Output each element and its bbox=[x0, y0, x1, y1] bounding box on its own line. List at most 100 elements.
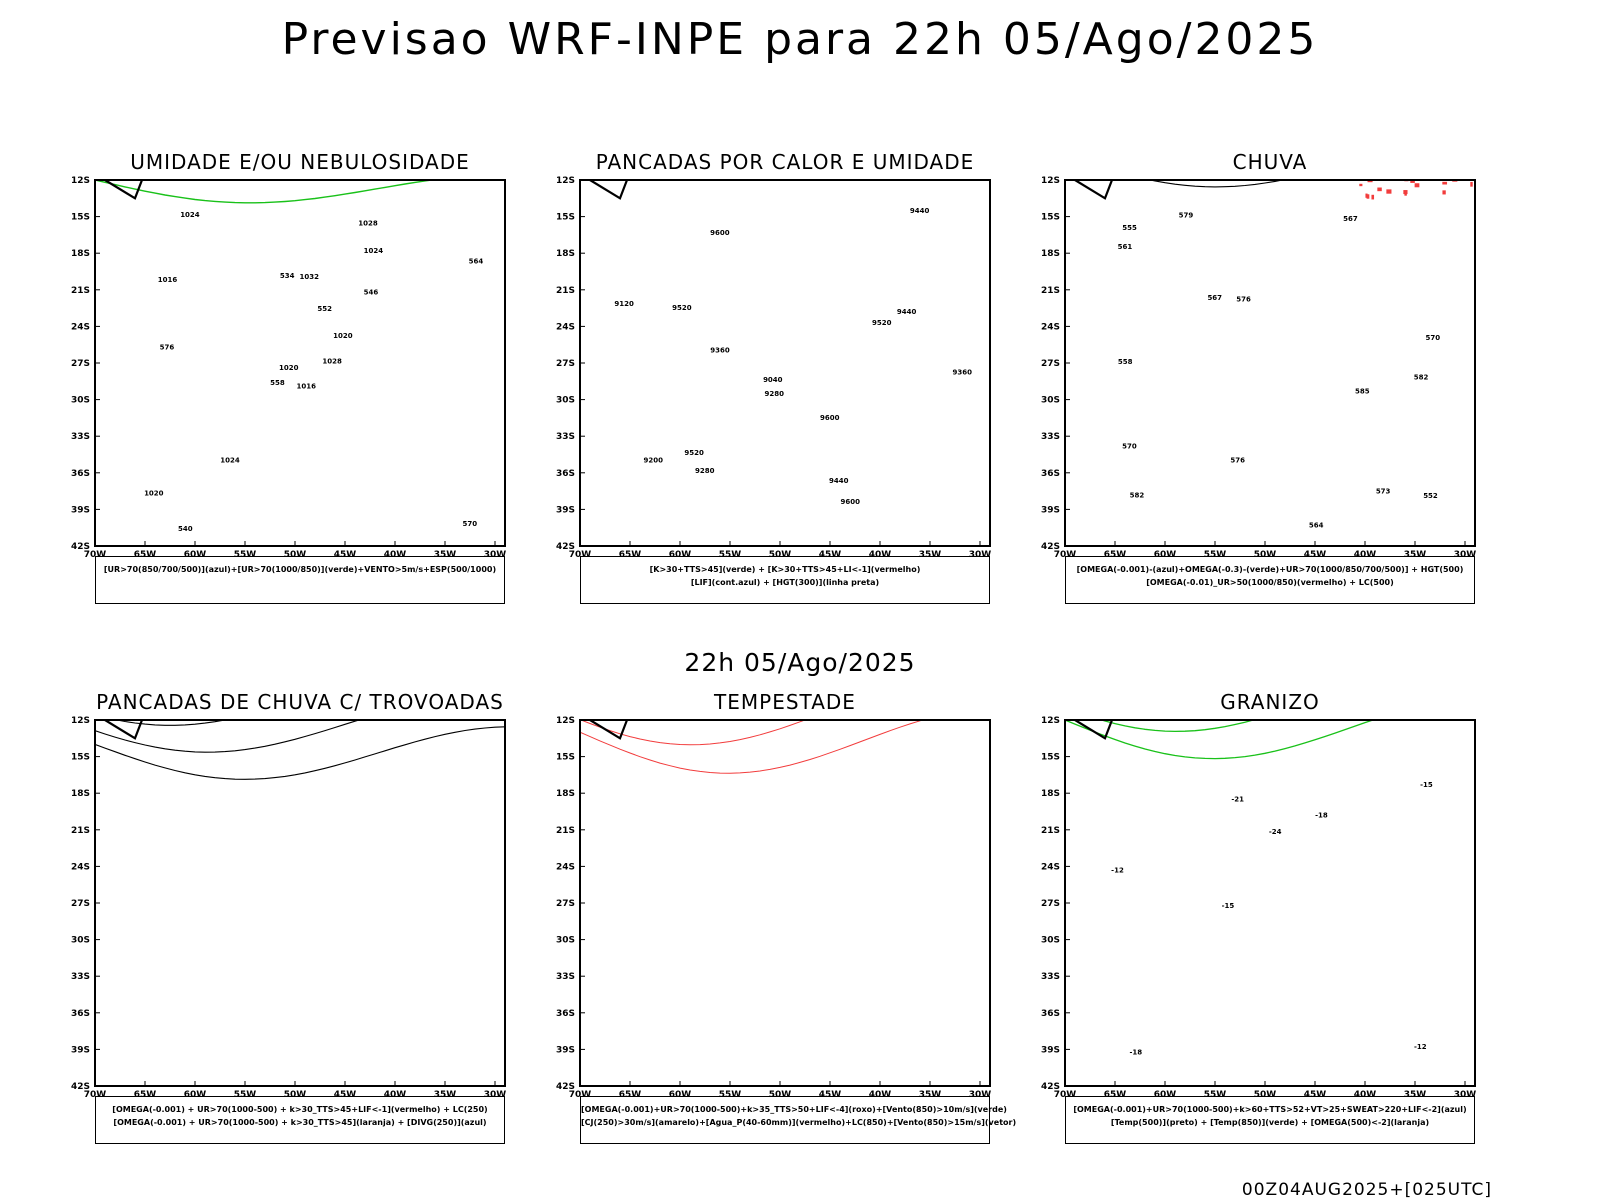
contour-label: 9440 bbox=[897, 308, 917, 316]
lat-tick-label: 15S bbox=[1041, 213, 1060, 223]
contour-label: -12 bbox=[1111, 866, 1124, 874]
lat-tick-label: 27S bbox=[71, 359, 90, 369]
contour-label: 9520 bbox=[684, 449, 704, 457]
lat-tick-label: 18S bbox=[1041, 789, 1060, 799]
lon-tick-label: 30W bbox=[969, 550, 992, 560]
rain-speckle-red bbox=[1359, 183, 1363, 187]
lat-tick-label: 21S bbox=[556, 826, 575, 836]
contour-label: 564 bbox=[1309, 522, 1324, 530]
lat-tick-label: 24S bbox=[71, 322, 90, 332]
contour-label: 576 bbox=[1230, 457, 1245, 465]
lat-tick-label: 12S bbox=[1041, 176, 1060, 186]
lon-tick-label: 40W bbox=[869, 1090, 892, 1100]
lat-tick-label: 42S bbox=[71, 542, 90, 552]
rain-speckle-red bbox=[1470, 181, 1473, 187]
contour-ur-green bbox=[95, 180, 437, 204]
lat-tick-label: 15S bbox=[556, 753, 575, 763]
temp850-green bbox=[1065, 720, 1375, 760]
contour-label: 9520 bbox=[872, 319, 892, 327]
contour-label: 9520 bbox=[672, 304, 692, 312]
contour-label: 1024 bbox=[364, 247, 384, 255]
lat-tick-label: 36S bbox=[1041, 469, 1060, 479]
border-line bbox=[1325, 180, 1327, 181]
panel-tempestade: TEMPESTADE 12S 15S 18S 21S 24S 27S 30S 33S 36S 39S… bbox=[528, 690, 1017, 1170]
contour-label: 558 bbox=[1118, 358, 1133, 366]
lat-tick-label: 24S bbox=[556, 862, 575, 872]
contour-label: 9120 bbox=[614, 300, 634, 308]
contour-label: 564 bbox=[469, 258, 484, 266]
lon-tick-label: 35W bbox=[434, 1090, 457, 1100]
legend-box: [K>30+TTS>45](verde) + [K>30+TTS>45+LI<-… bbox=[580, 556, 990, 604]
rain-speckle-red bbox=[1416, 172, 1418, 175]
contour-label: 570 bbox=[462, 520, 477, 528]
convective-area-teal bbox=[659, 172, 760, 173]
lon-tick-label: 40W bbox=[1354, 1090, 1377, 1100]
rain-speckle-red bbox=[1443, 176, 1447, 179]
lon-tick-label: 45W bbox=[334, 1090, 357, 1100]
lat-tick-label: 21S bbox=[556, 286, 575, 296]
lat-tick-label: 39S bbox=[1041, 1045, 1060, 1055]
contour-label: 555 bbox=[1122, 224, 1137, 232]
contour-label: -18 bbox=[1315, 812, 1328, 820]
panel-title: GRANIZO bbox=[1220, 690, 1320, 714]
lat-tick-label: 42S bbox=[556, 542, 575, 552]
coastline-east bbox=[893, 720, 895, 721]
legend-line: [OMEGA(-0.001)+UR>70(1000-500)+k>35_TTS>… bbox=[581, 1105, 1007, 1114]
lon-tick-label: 30W bbox=[1454, 550, 1477, 560]
lon-tick-label: 65W bbox=[1104, 550, 1127, 560]
lat-tick-label: 24S bbox=[1041, 322, 1060, 332]
legend-box: [OMEGA(-0.001)-(azul)+OMEGA(-0.3)-(verde… bbox=[1065, 556, 1475, 604]
map-pancadas-calor: 9600 9600 9520 9520 9440 9440 9360 9360 9280 9280… bbox=[556, 172, 992, 560]
lon-tick-label: 70W bbox=[84, 1090, 107, 1100]
panel-chuva: CHUVA 585 582 582 579 576 573 570 567 567 564 561 55… bbox=[1013, 150, 1483, 630]
streamline-hgt500 bbox=[1147, 180, 1286, 188]
lat-tick-label: 39S bbox=[71, 1045, 90, 1055]
legend-line: [OMEGA(-0.001) + UR>70(1000-500) + k>30_… bbox=[113, 1118, 487, 1127]
contour-label: -24 bbox=[1269, 828, 1282, 836]
streamline-lc250 bbox=[95, 720, 361, 753]
lon-tick-label: 35W bbox=[1404, 550, 1427, 560]
contour-label: 9600 bbox=[710, 229, 730, 237]
border-line bbox=[103, 720, 105, 721]
panel-title: TEMPESTADE bbox=[714, 690, 856, 714]
lat-tick-label: 36S bbox=[71, 1009, 90, 1019]
lon-tick-label: 55W bbox=[719, 1090, 742, 1100]
legend-line: [K>30+TTS>45](verde) + [K>30+TTS>45+LI<-… bbox=[649, 565, 921, 574]
streamline-lc250 bbox=[95, 726, 505, 780]
contour-label: 558 bbox=[270, 379, 285, 387]
legend-box: [OMEGA(-0.001)+UR>70(1000-500)+k>35_TTS>… bbox=[580, 1096, 1017, 1144]
rain-speckle-red bbox=[1404, 193, 1407, 196]
lat-tick-label: 27S bbox=[1041, 899, 1060, 909]
border-line bbox=[1073, 180, 1075, 181]
contour-label: 9600 bbox=[840, 498, 860, 506]
rain-speckle-red bbox=[1377, 187, 1382, 192]
border-line bbox=[588, 720, 590, 721]
lat-tick-label: 42S bbox=[1041, 1082, 1060, 1092]
contour-label: 1016 bbox=[158, 276, 178, 284]
lon-tick-label: 50W bbox=[1254, 550, 1277, 560]
legend-box: [UR>70(850/700/500)](azul)+[UR>70(1000/8… bbox=[95, 556, 505, 604]
contour-label: 582 bbox=[1414, 373, 1429, 381]
streamline-lc850 bbox=[580, 720, 807, 746]
contour-label: 585 bbox=[1355, 388, 1370, 396]
lat-tick-label: 27S bbox=[556, 359, 575, 369]
lat-tick-label: 18S bbox=[1041, 249, 1060, 259]
rain-speckle-red bbox=[1410, 180, 1415, 183]
lon-tick-label: 70W bbox=[569, 550, 592, 560]
lat-tick-label: 39S bbox=[1041, 505, 1060, 515]
border-line bbox=[103, 180, 105, 181]
legend-line: [CJ(250)>30m/s](amarelo)+[Agua_P(40-60mm… bbox=[581, 1118, 1017, 1127]
streamline-lc850 bbox=[570, 712, 998, 717]
lon-tick-label: 70W bbox=[569, 1090, 592, 1100]
lat-tick-label: 21S bbox=[1041, 826, 1060, 836]
lat-tick-label: 30S bbox=[1041, 396, 1060, 406]
contour-label: 1024 bbox=[180, 211, 200, 219]
lon-tick-label: 65W bbox=[619, 550, 642, 560]
legend-box: [OMEGA(-0.001)+UR>70(1000-500)+k>60+TTS>… bbox=[1065, 1096, 1475, 1144]
border-line bbox=[840, 180, 842, 181]
contour-label: -18 bbox=[1130, 1048, 1143, 1056]
map-frame bbox=[94, 719, 506, 1087]
legend-line: [OMEGA(-0.001) + UR>70(1000-500) + k>30_… bbox=[112, 1105, 488, 1114]
lat-tick-label: 39S bbox=[71, 505, 90, 515]
